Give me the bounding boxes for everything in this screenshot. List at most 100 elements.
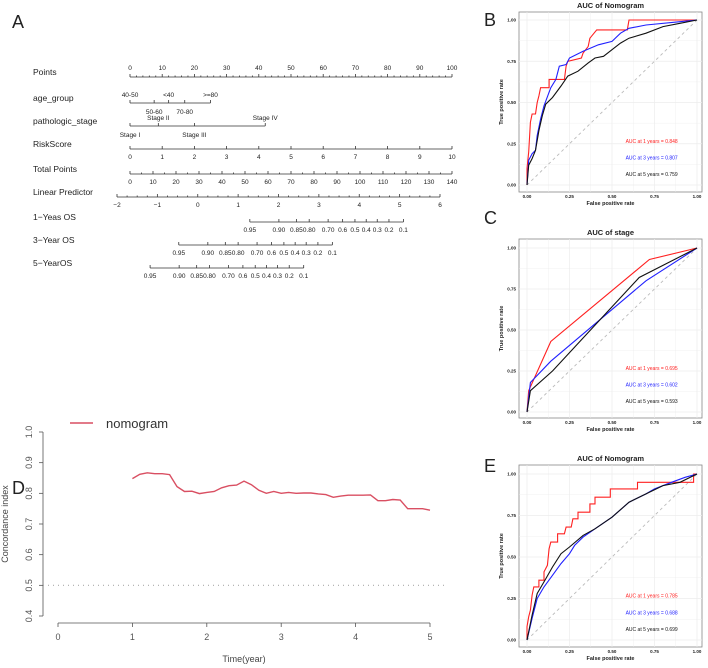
nomogram-tick-label: 6 — [321, 154, 325, 161]
roc-y-tick-label: 0.75 — [507, 513, 516, 518]
roc-legend-entry: AUC at 3 years = 0.602 — [626, 383, 678, 389]
roc-y-tick-label: 0.75 — [507, 287, 516, 292]
d-x-tick-label: 2 — [204, 632, 209, 642]
d-y-tick-label: 0.6 — [24, 548, 34, 561]
roc-legend-entry: AUC at 1 years = 0.848 — [626, 139, 678, 145]
panel-letter-B: B — [484, 10, 496, 30]
roc-y-tick-label: 0.00 — [507, 410, 516, 415]
nomogram-row-label: 3−Year OS — [33, 235, 75, 245]
nomogram-factor-level: <40 — [163, 92, 174, 99]
roc-y-tick-label: 1.00 — [507, 472, 516, 477]
nomogram-tick-label: 40 — [255, 65, 263, 72]
nomogram-survival-label: 0.70 — [251, 250, 264, 257]
roc-x-axis-label: False positive rate — [587, 656, 635, 662]
nomogram-survival-label: 0.90 — [202, 250, 215, 257]
roc-plot-panel — [518, 238, 703, 419]
nomogram-survival-label: 0.3 — [302, 250, 311, 257]
d-x-tick-label: 4 — [353, 632, 358, 642]
d-y-tick-label: 0.4 — [24, 610, 34, 623]
roc-y-tick-label: 0.00 — [507, 183, 516, 188]
nomogram-tick-label: 60 — [320, 65, 328, 72]
nomogram-survival-label: 0.80 — [303, 227, 316, 234]
roc-y-axis-label: True positive rate — [499, 306, 505, 352]
nomogram-tick-label: 30 — [195, 179, 203, 186]
roc-curve-series-1 — [526, 19, 697, 185]
nomogram-factor-level: 70-80 — [176, 109, 193, 116]
nomogram-tick-label: 110 — [378, 179, 389, 186]
d-y-axis-label: Concordance index — [0, 485, 10, 563]
nomogram-tick-label: 4 — [357, 202, 361, 209]
nomogram-factor-level: >=80 — [203, 92, 218, 99]
nomogram-survival-label: 0.95 — [243, 227, 256, 234]
nomogram-tick-label: −2 — [113, 202, 121, 209]
nomogram-tick-label: 0 — [128, 179, 132, 186]
panel-letter-A: A — [12, 12, 24, 32]
roc-x-tick-label: 1.00 — [693, 194, 702, 199]
roc-legend-entry: AUC at 3 years = 0.807 — [626, 155, 678, 161]
roc-y-tick-label: 0.25 — [507, 369, 516, 374]
nomogram-tick-label: 10 — [159, 65, 167, 72]
nomogram-tick-label: 10 — [149, 179, 157, 186]
nomogram-tick-label: 20 — [191, 65, 199, 72]
nomogram-survival-label: 0.95 — [144, 273, 157, 280]
roc-y-tick-label: 0.50 — [507, 100, 516, 105]
roc-x-tick-label: 1.00 — [693, 420, 702, 425]
d-y-tick-label: 0.5 — [24, 579, 34, 592]
roc-y-tick-label: 1.00 — [507, 246, 516, 251]
roc-y-tick-label: 0.75 — [507, 59, 516, 64]
nomogram-tick-label: 3 — [317, 202, 321, 209]
nomogram-survival-label: 0.3 — [273, 273, 282, 280]
roc-curve-series-2 — [526, 247, 698, 413]
roc-legend-entry: AUC at 1 years = 0.785 — [626, 594, 678, 600]
nomogram-tick-label: 30 — [223, 65, 231, 72]
nomogram-survival-label: 0.90 — [273, 227, 286, 234]
nomogram-survival-label: 0.80 — [203, 273, 216, 280]
nomogram-factor-level: 40-50 — [122, 92, 139, 99]
nomogram-tick-label: 50 — [241, 179, 249, 186]
panel-letter-E: E — [484, 456, 496, 476]
roc-y-tick-label: 0.50 — [507, 555, 516, 560]
d-concordance-line — [132, 472, 431, 511]
roc-x-axis-label: False positive rate — [587, 201, 635, 207]
d-x-tick-label: 3 — [279, 632, 284, 642]
roc-y-tick-label: 0.25 — [507, 141, 516, 146]
nomogram-row-label: pathologic_stage — [33, 116, 98, 126]
d-y-tick-label: 0.7 — [24, 518, 34, 531]
roc-x-tick-label: 0.00 — [523, 649, 532, 654]
roc-legend-entry: AUC at 5 years = 0.699 — [626, 627, 678, 633]
roc-legend-entry: AUC at 3 years = 0.688 — [626, 610, 678, 616]
nomogram-survival-label: 0.1 — [399, 227, 408, 234]
nomogram-tick-label: 5 — [289, 154, 293, 161]
nomogram-tick-label: 70 — [352, 65, 360, 72]
nomogram-survival-label: 0.5 — [350, 227, 359, 234]
d-x-axis-label: Time(year) — [222, 654, 265, 664]
nomogram-tick-label: 90 — [333, 179, 341, 186]
roc-legend-entry: AUC at 5 years = 0.759 — [626, 172, 678, 178]
nomogram-tick-label: 3 — [225, 154, 229, 161]
nomogram-tick-label: 10 — [448, 154, 456, 161]
nomogram-tick-label: 70 — [287, 179, 295, 186]
nomogram-tick-label: 80 — [384, 65, 392, 72]
nomogram-tick-label: 100 — [447, 65, 458, 72]
nomogram-survival-label: 0.6 — [267, 250, 276, 257]
roc-x-tick-label: 0.25 — [565, 194, 574, 199]
nomogram-tick-label: 4 — [257, 154, 261, 161]
nomogram-tick-label: −1 — [154, 202, 162, 209]
nomogram-survival-label: 0.85 — [190, 273, 203, 280]
nomogram-row-label: age_group — [33, 93, 74, 103]
roc-curve-series-3 — [526, 247, 698, 413]
nomogram-tick-label: 90 — [416, 65, 424, 72]
nomogram-tick-label: 0 — [128, 154, 132, 161]
roc-x-tick-label: 0.50 — [608, 420, 617, 425]
roc-x-tick-label: 0.25 — [565, 649, 574, 654]
d-y-tick-label: 1.0 — [24, 426, 34, 439]
nomogram-tick-label: 7 — [354, 154, 358, 161]
d-x-tick-label: 0 — [55, 632, 60, 642]
nomogram-row-label: 5−YearOS — [33, 258, 72, 268]
nomogram-survival-label: 0.4 — [262, 273, 271, 280]
d-x-tick-label: 5 — [427, 632, 432, 642]
nomogram-tick-label: 140 — [447, 179, 458, 186]
roc-x-tick-label: 0.75 — [650, 420, 659, 425]
nomogram-tick-label: 6 — [438, 202, 442, 209]
nomogram-tick-label: 2 — [277, 202, 281, 209]
